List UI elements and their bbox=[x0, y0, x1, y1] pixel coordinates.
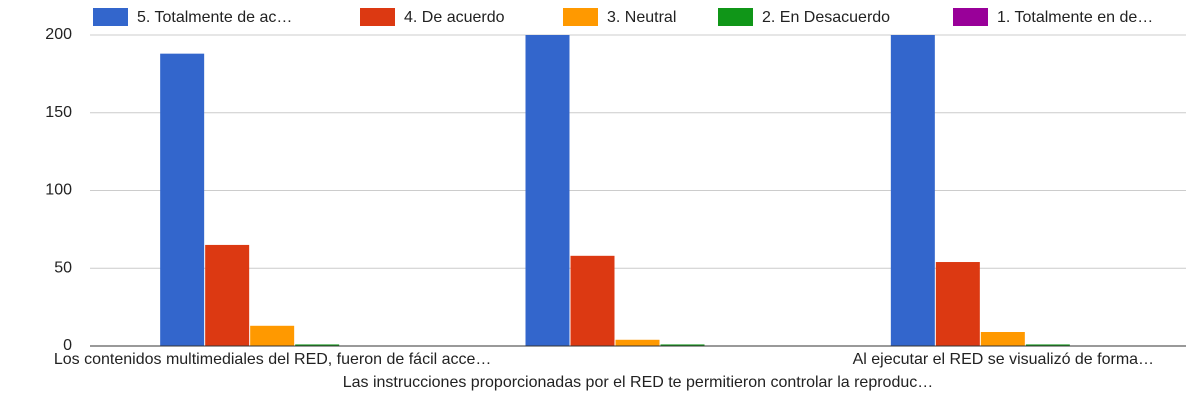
bar bbox=[570, 255, 615, 346]
bar bbox=[205, 244, 250, 346]
bar bbox=[890, 35, 935, 346]
bar bbox=[250, 325, 295, 346]
legend-label: 5. Totalmente de ac… bbox=[137, 9, 292, 26]
x-tick-label: Los contenidos multimediales del RED, fu… bbox=[54, 351, 492, 368]
y-tick-label: 0 bbox=[63, 337, 72, 354]
y-tick-label: 100 bbox=[45, 182, 72, 199]
x-tick-label: Al ejecutar el RED se visualizó de forma… bbox=[853, 351, 1154, 368]
legend-label: 3. Neutral bbox=[607, 9, 676, 26]
legend-swatch bbox=[93, 8, 128, 26]
bar bbox=[295, 344, 340, 346]
y-tick-label: 150 bbox=[45, 104, 72, 121]
legend-swatch bbox=[360, 8, 395, 26]
bar bbox=[980, 332, 1025, 346]
y-tick-label: 200 bbox=[45, 26, 72, 43]
legend-label: 2. En Desacuerdo bbox=[762, 9, 890, 26]
legend-label: 1. Totalmente en de… bbox=[997, 9, 1153, 26]
legend-swatch bbox=[953, 8, 988, 26]
legend-swatch bbox=[563, 8, 598, 26]
x-tick-label: Las instrucciones proporcionadas por el … bbox=[343, 374, 934, 391]
bar bbox=[615, 339, 660, 346]
legend-label: 4. De acuerdo bbox=[404, 9, 505, 26]
bar bbox=[660, 344, 705, 346]
bar bbox=[160, 53, 205, 346]
bar bbox=[1025, 344, 1070, 346]
y-tick-label: 50 bbox=[54, 259, 72, 276]
bar bbox=[525, 35, 570, 346]
legend-swatch bbox=[718, 8, 753, 26]
bar bbox=[935, 262, 980, 346]
